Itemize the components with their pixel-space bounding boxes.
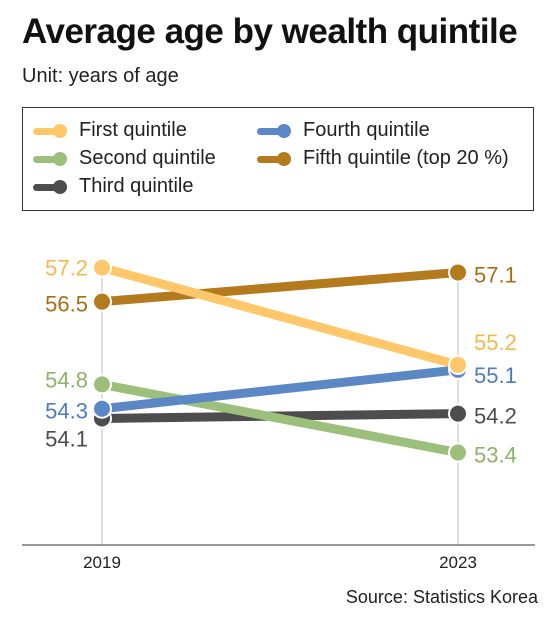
data-label: 53.4 (474, 443, 517, 468)
series-line (97, 263, 463, 370)
data-label: 56.5 (45, 292, 88, 317)
source-note: Source: Statistics Korea (345, 587, 538, 607)
x-tick-label: 2019 (83, 553, 121, 572)
series-line (97, 379, 463, 458)
data-label: 57.2 (45, 256, 88, 281)
legend-item-fourth-quintile: Fourth quintile (257, 119, 430, 142)
data-point (92, 374, 112, 395)
data-point (92, 257, 112, 278)
legend-swatch-second-quintile (33, 151, 67, 166)
data-point (448, 354, 468, 375)
chart-title: Average age by wealth quintile (22, 12, 518, 51)
data-label: 54.8 (45, 367, 88, 392)
legend-swatch-fourth-quintile (257, 123, 291, 138)
data-label: 55.2 (474, 330, 517, 355)
chart-subtitle: Unit: years of age (22, 65, 179, 87)
legend: First quintile Fourth quintile Second qu… (22, 107, 534, 211)
series-line (97, 267, 463, 307)
legend-label: First quintile (79, 119, 187, 141)
data-point (448, 403, 468, 424)
legend-item-first-quintile: First quintile (33, 119, 187, 142)
data-point (448, 262, 468, 283)
data-label: 54.2 (474, 404, 517, 429)
series-line (97, 365, 463, 414)
legend-item-second-quintile: Second quintile (33, 147, 216, 170)
legend-label: Fifth quintile (top 20 %) (303, 147, 509, 169)
data-label: 55.1 (474, 363, 517, 388)
data-label: 57.1 (474, 262, 517, 287)
data-point (448, 442, 468, 463)
legend-item-third-quintile: Third quintile (33, 175, 194, 198)
data-point (92, 291, 112, 312)
legend-item-fifth-quintile: Fifth quintile (top 20 %) (257, 147, 509, 170)
data-label: 54.3 (45, 399, 88, 424)
data-point (92, 398, 112, 419)
legend-label: Third quintile (79, 175, 194, 197)
data-label: 54.1 (45, 426, 88, 451)
legend-swatch-third-quintile (33, 179, 67, 194)
legend-label: Second quintile (79, 147, 216, 169)
legend-label: Fourth quintile (303, 119, 430, 141)
legend-swatch-first-quintile (33, 123, 67, 138)
legend-swatch-fifth-quintile (257, 151, 291, 166)
x-tick-label: 2023 (439, 553, 477, 572)
